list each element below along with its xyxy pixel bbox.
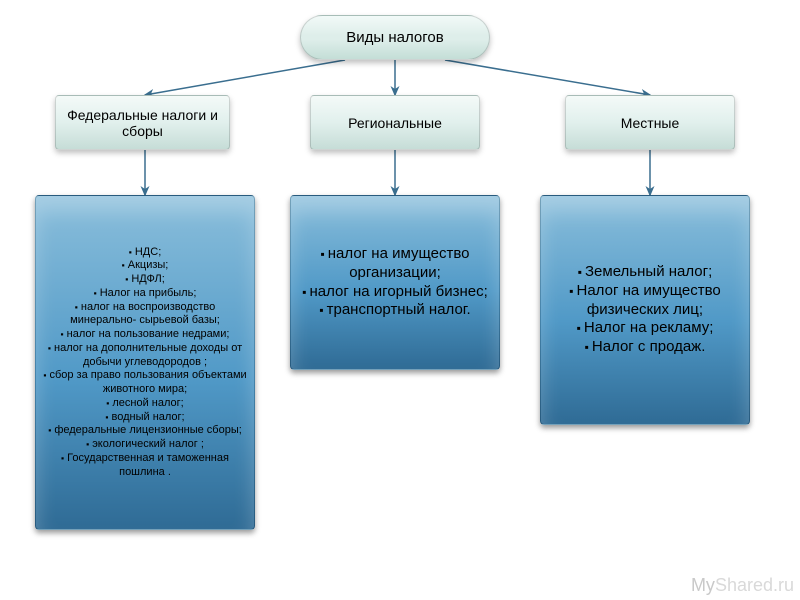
detail-list: налог на имущество организации;налог на … (297, 245, 493, 320)
detail-item: налог на имущество организации; (297, 245, 493, 283)
detail-item: сбор за право пользования объектами живо… (42, 369, 248, 397)
detail-item: налог на пользование недрами; (42, 328, 248, 342)
detail-item: НДФЛ; (42, 273, 248, 287)
category-node-1: Региональные (310, 95, 480, 150)
detail-item: лесной налог; (42, 397, 248, 411)
arrow (145, 60, 345, 95)
category-label: Местные (621, 115, 680, 131)
detail-list: НДС;Акцизы;НДФЛ;Налог на прибыль;налог н… (42, 246, 248, 480)
detail-item: налог на игорный бизнес; (297, 283, 493, 302)
detail-item: Акцизы; (42, 259, 248, 273)
detail-node-1: налог на имущество организации;налог на … (290, 195, 500, 370)
detail-item: транспортный налог. (297, 301, 493, 320)
detail-item: Налог на рекламу; (547, 319, 743, 338)
detail-item: Земельный налог; (547, 263, 743, 282)
category-node-0: Федеральные налоги и сборы (55, 95, 230, 150)
detail-list: Земельный налог;Налог на имущество физич… (547, 263, 743, 357)
detail-item: налог на воспроизводство минерально- сыр… (42, 301, 248, 329)
detail-item: Государственная и таможенная пошлина . (42, 452, 248, 480)
watermark-right: Shared.ru (715, 575, 794, 595)
detail-item: НДС; (42, 246, 248, 260)
root-node: Виды налогов (300, 15, 490, 60)
category-node-2: Местные (565, 95, 735, 150)
detail-item: налог на дополнительные доходы от добычи… (42, 342, 248, 370)
watermark: MyShared.ru (691, 575, 794, 596)
category-label: Федеральные налоги и сборы (60, 107, 225, 139)
detail-item: федеральные лицензионные сборы; (42, 424, 248, 438)
detail-item: Налог с продаж. (547, 338, 743, 357)
arrow (445, 60, 650, 95)
category-label: Региональные (348, 115, 442, 131)
detail-item: экологический налог ; (42, 438, 248, 452)
watermark-left: My (691, 575, 715, 595)
detail-item: водный налог; (42, 411, 248, 425)
detail-node-2: Земельный налог;Налог на имущество физич… (540, 195, 750, 425)
detail-item: Налог на прибыль; (42, 287, 248, 301)
detail-node-0: НДС;Акцизы;НДФЛ;Налог на прибыль;налог н… (35, 195, 255, 530)
detail-item: Налог на имущество физических лиц; (547, 282, 743, 320)
root-label: Виды налогов (346, 29, 443, 46)
